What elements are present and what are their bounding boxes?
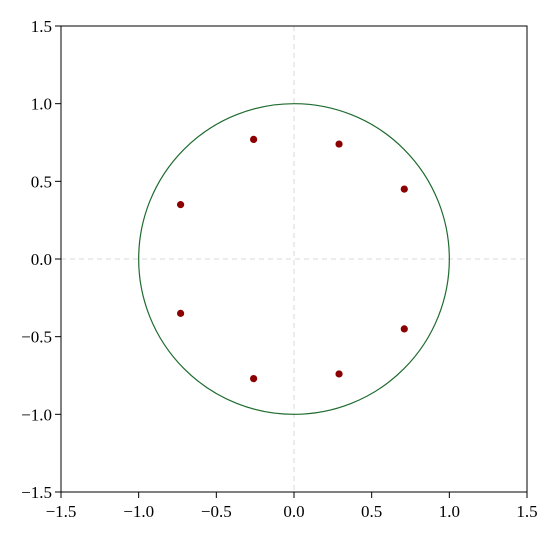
- data-point-3: [250, 135, 258, 143]
- data-point-7: [335, 370, 343, 378]
- data-points: [177, 135, 408, 383]
- x-tick-label: −1.5: [46, 502, 77, 521]
- y-tick-label: 1.5: [31, 17, 52, 36]
- x-tick-label: −1.0: [123, 502, 154, 521]
- y-tick-label: 1.0: [31, 95, 52, 114]
- x-tick-label: 1.5: [516, 502, 537, 521]
- y-tick-label: −1.0: [21, 405, 52, 424]
- unit-circle: [138, 103, 450, 415]
- data-point-5: [177, 309, 185, 317]
- x-axis-ticks: −1.5 −1.0 −0.5 0.0 0.5 1.0 1.5: [46, 492, 538, 521]
- y-tick-label: 0.5: [31, 172, 52, 191]
- x-tick-label: 0.5: [361, 502, 382, 521]
- data-point-6: [250, 375, 258, 383]
- data-point-1: [400, 185, 408, 193]
- unit-circle-layer: [138, 103, 450, 415]
- x-tick-label: 1.0: [439, 502, 460, 521]
- y-tick-label: −0.5: [21, 328, 52, 347]
- x-tick-label: 0.0: [283, 502, 304, 521]
- reference-lines: [61, 26, 527, 492]
- data-point-8: [400, 325, 408, 333]
- y-axis-ticks: −1.5 −1.0 −0.5 0.0 0.5 1.0 1.5: [21, 17, 61, 502]
- y-tick-label: 0.0: [31, 250, 52, 269]
- x-tick-label: −0.5: [201, 502, 232, 521]
- y-tick-label: −1.5: [21, 483, 52, 502]
- data-point-4: [177, 201, 185, 209]
- data-point-2: [335, 140, 343, 148]
